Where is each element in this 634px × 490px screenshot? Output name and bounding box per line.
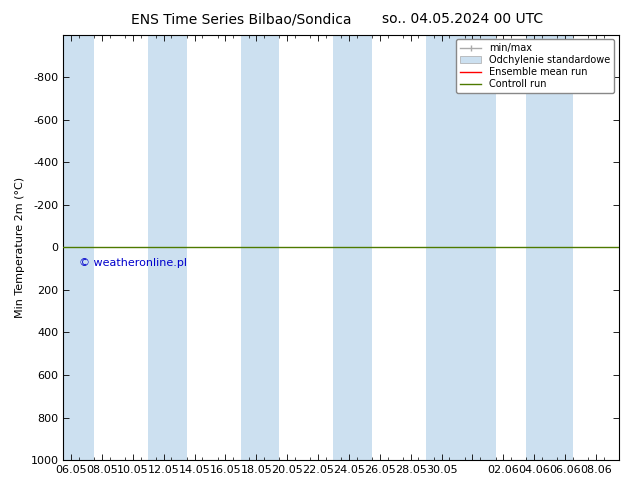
Bar <box>426 35 496 460</box>
Text: so.. 04.05.2024 00 UTC: so.. 04.05.2024 00 UTC <box>382 12 543 26</box>
Legend: min/max, Odchylenie standardowe, Ensemble mean run, Controll run: min/max, Odchylenie standardowe, Ensembl… <box>456 40 614 93</box>
Y-axis label: Min Temperature 2m (°C): Min Temperature 2m (°C) <box>15 177 25 318</box>
Bar <box>241 35 280 460</box>
Bar <box>333 35 372 460</box>
Bar <box>148 35 187 460</box>
Text: ENS Time Series Bilbao/Sondica: ENS Time Series Bilbao/Sondica <box>131 12 351 26</box>
Bar <box>526 35 573 460</box>
Text: © weatheronline.pl: © weatheronline.pl <box>79 258 187 268</box>
Bar <box>63 35 94 460</box>
